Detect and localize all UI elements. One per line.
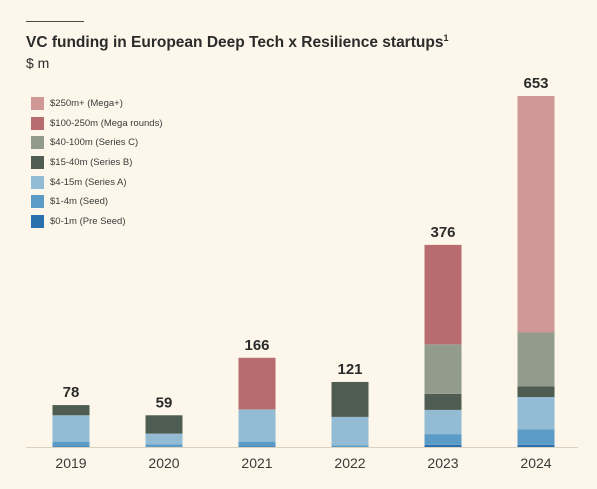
- bar-segment: [424, 344, 462, 394]
- bar-segment: [424, 244, 462, 345]
- legend-label: $15-40m (Series B): [50, 157, 133, 169]
- legend-item: $40-100m (Series C): [31, 133, 162, 153]
- legend-swatch: [31, 156, 44, 170]
- bar-segment: [238, 357, 276, 410]
- bar-segment: [52, 415, 90, 442]
- legend-label: $0-1m (Pre Seed): [50, 215, 126, 227]
- bar-segment: [145, 444, 183, 447]
- bar-segment: [238, 441, 276, 447]
- legend-label: $4-15m (Series A): [50, 176, 127, 188]
- x-tick-label: 2022: [334, 455, 365, 471]
- bar-total-label: 121: [337, 361, 362, 378]
- x-tick-label: 2020: [148, 455, 179, 471]
- bar-segment: [424, 434, 462, 445]
- chart-title: VC funding in European Deep Tech x Resil…: [26, 33, 448, 52]
- legend-item: $4-15m (Series A): [31, 172, 162, 192]
- bar-segment: [517, 96, 555, 333]
- title-rule: [26, 21, 84, 22]
- bar-total-label: 376: [430, 224, 455, 241]
- chart-unit: $ m: [26, 55, 50, 71]
- bar-segment: [424, 393, 462, 410]
- bar-total-label: 653: [523, 75, 548, 92]
- legend-item: $15-40m (Series B): [31, 153, 162, 173]
- legend-swatch: [31, 175, 44, 189]
- legend-item: $0-1m (Pre Seed): [31, 212, 162, 232]
- legend-swatch: [31, 136, 44, 150]
- bar-segment: [517, 397, 555, 430]
- footnote-marker: 1: [443, 33, 449, 43]
- legend-item: $100-250m (Mega rounds): [31, 114, 162, 134]
- bar-segment: [145, 415, 183, 434]
- bar-segment: [331, 416, 369, 446]
- bar-total-label: 59: [156, 394, 173, 411]
- bar-segment: [145, 433, 183, 445]
- x-tick-label: 2021: [241, 455, 272, 471]
- x-tick-label: 2019: [55, 455, 86, 471]
- legend-label: $1-4m (Seed): [50, 196, 109, 208]
- bar-segment: [52, 405, 90, 416]
- bar-segment: [52, 441, 90, 447]
- bar-segment: [517, 444, 555, 447]
- bar-segment: [517, 429, 555, 445]
- legend-label: $100-250m (Mega rounds): [50, 117, 163, 129]
- legend: $250m+ (Mega+) $100-250m (Mega rounds) $40…: [31, 94, 162, 231]
- bar-segment: [517, 332, 555, 387]
- legend-item: $1-4m (Seed): [31, 192, 162, 212]
- legend-label: $250m+ (Mega+): [50, 98, 123, 110]
- bar-segment: [238, 446, 276, 447]
- bar-total-label: 166: [244, 337, 269, 354]
- bar-segment: [331, 381, 369, 417]
- bar-segment: [424, 409, 462, 435]
- bar-segment: [331, 445, 369, 447]
- legend-label: $40-100m (Series C): [50, 137, 139, 149]
- legend-swatch: [31, 97, 44, 111]
- legend-swatch: [31, 195, 44, 209]
- legend-swatch: [31, 214, 44, 228]
- bar-segment: [517, 386, 555, 398]
- x-tick-label: 2024: [520, 455, 551, 471]
- bar-total-label: 78: [63, 384, 80, 401]
- chart-title-text: VC funding in European Deep Tech x Resil…: [26, 34, 444, 51]
- legend-item: $250m+ (Mega+): [31, 94, 162, 114]
- bar-segment: [238, 409, 276, 442]
- bar-segment: [424, 444, 462, 447]
- bar-segment: [52, 446, 90, 447]
- legend-swatch: [31, 116, 44, 130]
- x-tick-label: 2023: [427, 455, 458, 471]
